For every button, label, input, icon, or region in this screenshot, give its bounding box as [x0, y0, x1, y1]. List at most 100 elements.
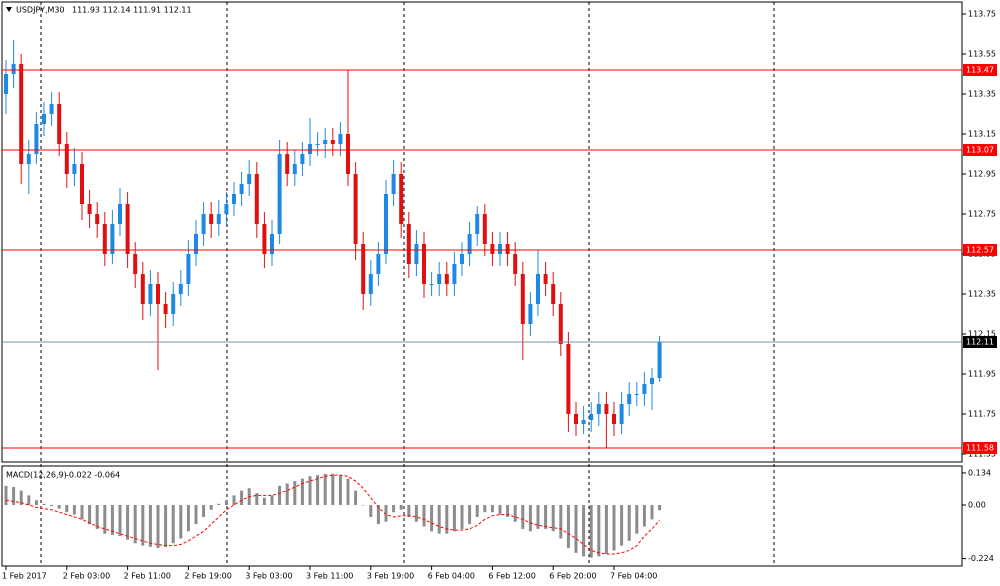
macd-bar: [4, 485, 8, 505]
candle-body: [619, 404, 624, 424]
macd-bar: [498, 504, 502, 515]
macd-bar: [620, 504, 624, 546]
candle-body: [102, 224, 107, 254]
macd-bar: [202, 504, 206, 517]
last-price-tag: [963, 336, 997, 348]
candle-body: [634, 394, 639, 395]
macd-bar: [316, 475, 320, 505]
macd-bar: [186, 504, 190, 532]
x-tick-label: 3 Feb 03:00: [245, 572, 292, 581]
candle-body: [194, 234, 198, 254]
x-tick-label: 3 Feb 11:00: [306, 572, 353, 581]
macd-bar: [103, 504, 107, 534]
candle-body: [543, 274, 548, 284]
candle-body: [118, 204, 122, 224]
macd-bar: [658, 504, 662, 511]
macd-bar: [19, 490, 23, 505]
macd-bar: [27, 495, 31, 505]
y-tick-label: 112.35: [968, 290, 996, 299]
candle-body: [156, 284, 160, 304]
level-tag: [963, 144, 997, 156]
candle-body: [171, 294, 176, 314]
macd-bar: [414, 504, 418, 522]
macd-bar: [650, 504, 654, 520]
macd-bar: [262, 497, 266, 505]
macd-bar: [240, 490, 244, 505]
candle-body: [399, 174, 404, 224]
macd-bar: [156, 504, 160, 549]
macd-bar: [513, 504, 517, 522]
macd-bar: [323, 473, 327, 505]
level-label: 113.47: [966, 66, 994, 75]
macd-bar: [445, 504, 449, 534]
candle-body: [650, 378, 654, 384]
candle-body: [125, 204, 130, 254]
macd-bar: [354, 490, 358, 505]
macd-panel: [1, 465, 963, 567]
candle-body: [574, 414, 578, 424]
candle-body: [209, 214, 214, 224]
macd-bar: [574, 504, 578, 553]
macd-bar: [612, 504, 616, 551]
candle-body: [232, 194, 236, 204]
macd-bar: [384, 504, 388, 522]
macd-bar: [88, 504, 92, 525]
y-tick-label: 113.35: [968, 90, 996, 99]
macd-bar: [65, 504, 69, 513]
candle-body: [254, 174, 259, 224]
macd-bar: [278, 485, 282, 505]
candle-body: [429, 284, 434, 285]
candle-body: [627, 394, 632, 404]
macd-bar: [544, 504, 548, 529]
macd-bar: [597, 504, 601, 557]
candle-body: [482, 214, 487, 244]
candle-body: [300, 154, 305, 164]
y-tick-label: 111.75: [968, 410, 996, 419]
macd-bar: [224, 500, 228, 505]
candle-body: [589, 414, 594, 420]
candle-body: [551, 284, 556, 304]
y-tick-label: 113.15: [968, 130, 996, 139]
candle-body: [178, 284, 183, 294]
candle-body: [11, 64, 16, 74]
candle-body: [186, 254, 191, 284]
symbol-menu-arrow[interactable]: [6, 7, 12, 12]
candle-body: [536, 274, 540, 304]
macd-bar: [57, 504, 61, 509]
candle-body: [391, 174, 396, 194]
candle-body: [201, 214, 206, 234]
signal-line: [5, 474, 660, 555]
macd-bar: [437, 504, 441, 534]
candle-body: [467, 234, 472, 254]
candle-body: [520, 274, 525, 324]
macd-bar: [407, 504, 411, 517]
candle-body: [87, 204, 92, 214]
candle-body: [566, 344, 571, 414]
macd-bar: [589, 504, 593, 558]
macd-bar: [452, 504, 456, 532]
candle-body: [140, 274, 145, 304]
macd-bar: [460, 504, 464, 529]
macd-bar: [376, 504, 380, 525]
macd-bar: [293, 481, 297, 505]
macd-bar: [95, 504, 99, 529]
y-tick-label: 113.55: [968, 50, 996, 59]
candle-body: [34, 124, 39, 154]
y-tick-label: 111.95: [968, 370, 996, 379]
macd-bar: [12, 487, 16, 505]
candle-body: [384, 194, 388, 254]
macd-bar: [179, 504, 183, 539]
macd-bar: [346, 478, 350, 505]
y-tick-label: -0.224: [968, 554, 994, 563]
macd-bar: [422, 504, 426, 527]
level-label: 112.57: [966, 246, 994, 255]
macd-bar: [209, 504, 213, 510]
macd-bar: [490, 504, 494, 513]
candle-body: [277, 154, 282, 234]
candle-body: [4, 74, 8, 94]
x-tick-label: 2 Feb 11:00: [124, 572, 171, 581]
candle-body: [452, 264, 457, 284]
candle-body: [528, 304, 533, 324]
macd-bar: [217, 503, 221, 505]
candle-body: [558, 304, 563, 344]
